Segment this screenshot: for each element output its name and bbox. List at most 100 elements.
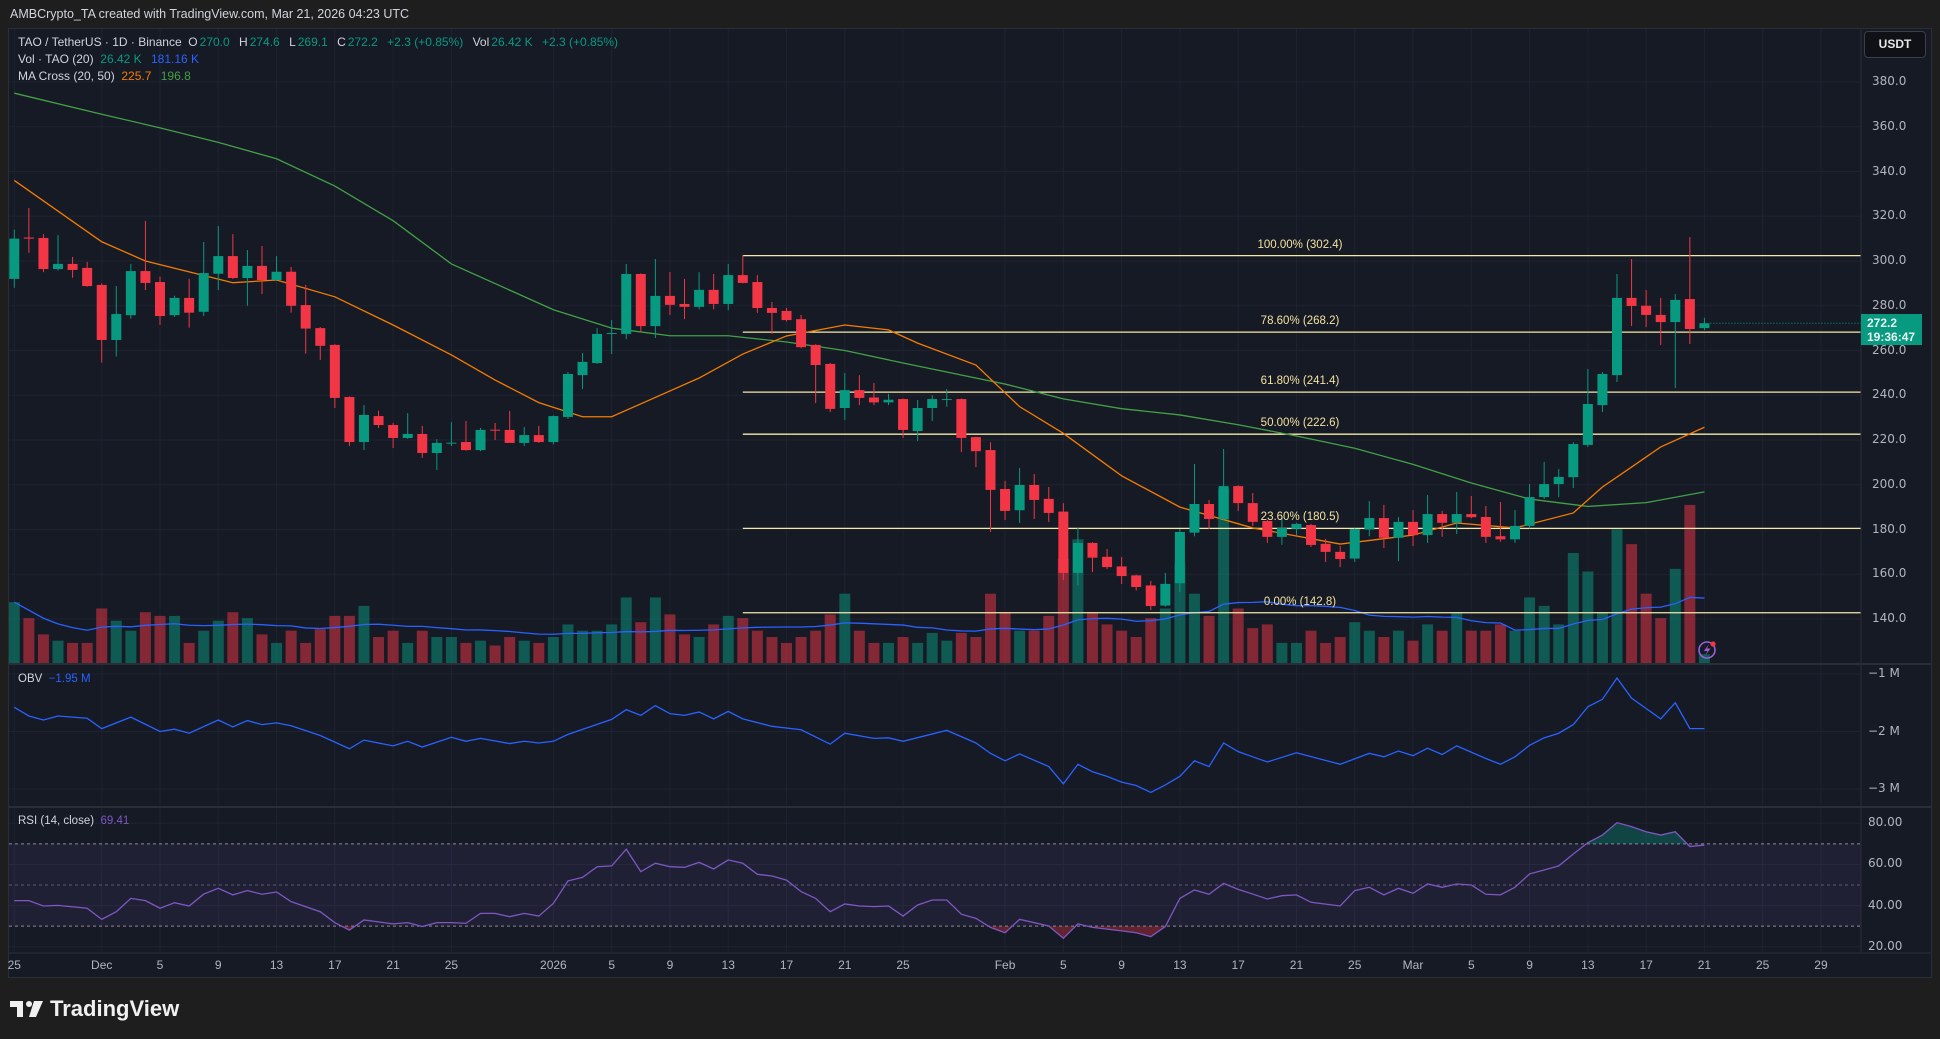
candle [854, 375, 865, 406]
candle [650, 258, 661, 338]
volume-bar [620, 597, 632, 664]
time-axis-label: 5 [1467, 958, 1475, 972]
price-axis-label: 160.0 [1872, 566, 1907, 581]
time-axis-label: 21 [386, 958, 400, 972]
obv-legend[interactable]: OBV −1.95 M [18, 673, 91, 685]
candle-body [1174, 531, 1185, 584]
volume-bar [547, 636, 559, 664]
lightning-icon[interactable] [1698, 641, 1716, 659]
volume-bar [1290, 642, 1302, 664]
candle [635, 273, 646, 332]
candle [927, 395, 938, 421]
volume-bar [562, 624, 574, 664]
candle-body [941, 399, 952, 401]
ma20-line [13, 179, 1705, 545]
time-axis-label: 17 [328, 958, 342, 972]
candle-body [679, 303, 690, 307]
symbol-name[interactable]: TAO / TetherUS · 1D · Binance [18, 35, 182, 49]
candle-body [1553, 476, 1564, 485]
candle-body [1539, 484, 1550, 498]
time-axis-label: 21 [838, 958, 852, 972]
volume-bar [1363, 630, 1375, 664]
candle [606, 320, 617, 355]
candle-body [1612, 297, 1622, 376]
currency-button[interactable]: USDT [1864, 31, 1926, 58]
candle [679, 278, 690, 320]
fibonacci-retracement[interactable] [742, 254, 1861, 614]
candle-body [490, 429, 501, 431]
candle-body [1218, 486, 1229, 519]
attribution-bar: AMBCrypto_TA created with TradingView.co… [0, 0, 1940, 28]
chart-frame[interactable] [8, 28, 1932, 978]
candle [737, 254, 748, 284]
volume-bar [1378, 636, 1390, 664]
time-axis-label: 25 [7, 958, 21, 972]
symbol-legend[interactable]: TAO / TetherUS · 1D · Binance O 270.0 H 27… [18, 35, 624, 49]
candle-body [1480, 516, 1491, 537]
candle-body [1131, 575, 1142, 588]
candle-body [650, 295, 661, 327]
candle [9, 229, 20, 288]
candle [1510, 510, 1521, 543]
candle-body [329, 344, 340, 398]
candle-body [1233, 486, 1244, 504]
candle-body [1597, 373, 1608, 406]
candle-body [1524, 497, 1535, 526]
candle-body [694, 289, 705, 307]
volume-bar [1422, 624, 1434, 664]
candle [402, 413, 413, 439]
volume-ma-line [13, 596, 1705, 635]
ma-cross-legend[interactable]: MA Cross (20, 50) 225.7 196.8 [18, 69, 191, 83]
volume-bar [1261, 624, 1273, 664]
volume-bar [1232, 608, 1244, 664]
candle-body [1495, 536, 1506, 540]
volume-bar [343, 615, 355, 664]
rsi-line [14, 821, 1705, 940]
candle [446, 422, 457, 447]
candle-body [1626, 297, 1637, 306]
rsi-legend[interactable]: RSI (14, close) 69.41 [18, 815, 129, 827]
candle-body [9, 238, 20, 279]
candle-body [635, 273, 646, 327]
candle [1000, 480, 1011, 521]
candle-body [271, 271, 282, 281]
volume-bar [81, 642, 93, 664]
volume-bar [737, 618, 749, 664]
candle-body [227, 256, 238, 279]
obv-axis-label: −1 M [1868, 666, 1900, 680]
time-axis-label: 29 [1814, 958, 1828, 972]
obv-pane [13, 676, 1705, 794]
fib-level-label: 100.00% (302.4) [1257, 238, 1343, 251]
volume-indicator-legend[interactable]: Vol · TAO (20) 26.42 K 181.16 K [18, 52, 199, 66]
candle-body [155, 282, 165, 317]
volume-bar [241, 618, 253, 664]
volume-bar [402, 642, 414, 664]
candle-body [1116, 566, 1127, 577]
candle-body [606, 333, 617, 335]
obv-value: −1.95 M [48, 673, 91, 685]
candle-body [577, 361, 588, 376]
candle [315, 327, 326, 360]
tradingview-logo[interactable]: TradingView [10, 996, 179, 1022]
candle [941, 388, 952, 407]
price-axis-label: 240.0 [1872, 387, 1907, 402]
volume-bar [1276, 642, 1288, 664]
fib-level-label: 50.00% (222.6) [1260, 417, 1340, 430]
candle [1320, 538, 1331, 562]
time-axis-label: 9 [1118, 958, 1125, 972]
candle [868, 382, 879, 406]
candle-body [38, 237, 49, 270]
volume-bar [708, 624, 720, 664]
candle [388, 422, 399, 449]
candle [1116, 557, 1127, 585]
candle-body [388, 425, 399, 438]
price-axis-label: 280.0 [1872, 297, 1907, 312]
volume-bar [1596, 612, 1608, 664]
time-axis-label: 13 [1581, 958, 1595, 972]
volume-bar [824, 614, 836, 664]
candle-body [1306, 525, 1317, 545]
volume-bar [795, 636, 807, 664]
volume-bar [1159, 608, 1171, 664]
time-axis-label: Mar [1402, 958, 1424, 972]
